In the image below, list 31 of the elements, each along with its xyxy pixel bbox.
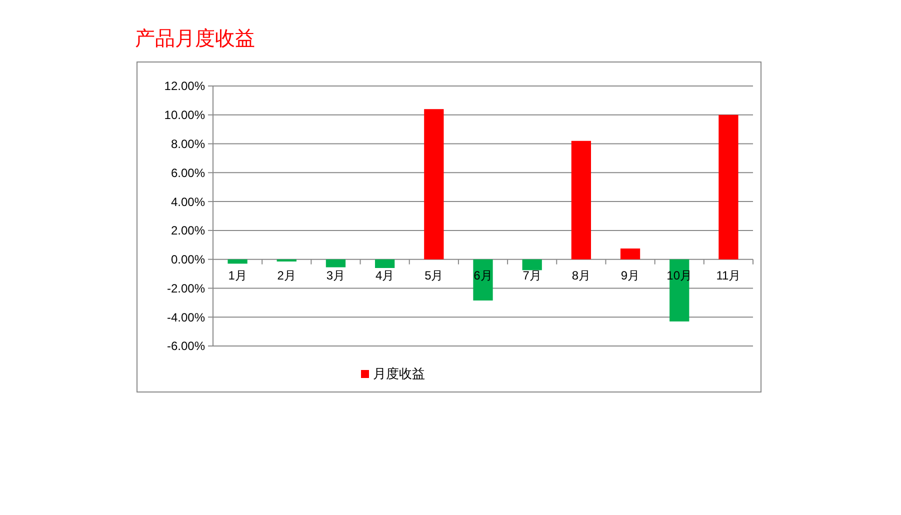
bar: [571, 140, 591, 260]
y-tick-label: -6.00%: [166, 339, 206, 354]
y-tick-label: 0.00%: [170, 252, 206, 267]
y-tick-label: -2.00%: [166, 281, 206, 296]
x-tick-label: 11月: [716, 268, 741, 282]
bar: [473, 259, 493, 300]
y-tick-label: 2.00%: [170, 224, 206, 238]
bar: [620, 248, 640, 260]
bar: [424, 109, 444, 260]
chart-title: 产品月度收益: [135, 26, 255, 50]
x-tick-label: 5月: [424, 268, 444, 282]
x-tick-label: 9月: [620, 268, 640, 282]
bar: [375, 259, 395, 268]
bar: [718, 114, 738, 260]
x-tick-label: 3月: [326, 268, 346, 282]
y-tick-label: -4.00%: [166, 310, 206, 324]
bar: [228, 259, 248, 264]
y-tick-label: 6.00%: [170, 166, 206, 180]
bar: [522, 259, 542, 270]
legend-label: 月度收益: [373, 366, 425, 381]
x-tick-label: 1月: [228, 268, 247, 282]
x-tick-label: 6月: [474, 268, 492, 282]
x-tick-label: 8月: [572, 268, 591, 282]
x-tick-label: 2月: [277, 268, 296, 282]
x-tick-label: 7月: [522, 268, 542, 282]
x-tick-label: 4月: [375, 268, 394, 282]
y-tick-label: 12.00%: [164, 79, 206, 94]
bar: [326, 259, 346, 268]
y-tick-label: 4.00%: [170, 194, 206, 209]
y-tick-label: 10.00%: [164, 108, 206, 122]
y-tick-label: 8.00%: [170, 136, 206, 151]
